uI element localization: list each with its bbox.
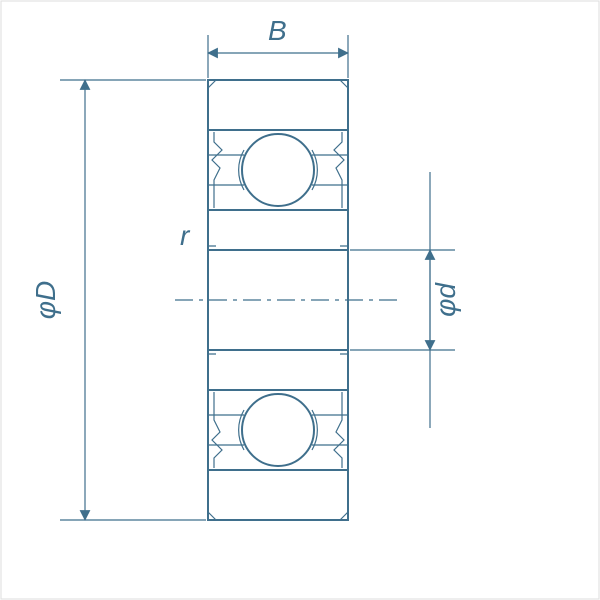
label-b: B — [268, 15, 287, 46]
shield-left-top — [212, 132, 222, 208]
shield-right-bot — [334, 392, 344, 468]
bearing-diagram: B φD φd r — [0, 0, 600, 600]
ball-top — [242, 134, 314, 206]
ball-bottom — [242, 394, 314, 466]
shield-right-top — [334, 132, 344, 208]
label-phid: φd — [430, 282, 461, 317]
label-r: r — [180, 220, 191, 251]
image-border — [1, 1, 599, 599]
shield-left-bot — [212, 392, 222, 468]
label-phiD: φD — [30, 281, 61, 320]
